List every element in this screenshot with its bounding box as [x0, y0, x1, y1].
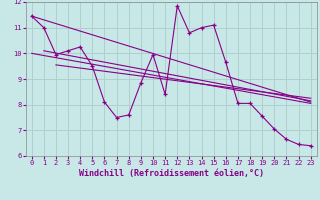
X-axis label: Windchill (Refroidissement éolien,°C): Windchill (Refroidissement éolien,°C): [79, 169, 264, 178]
